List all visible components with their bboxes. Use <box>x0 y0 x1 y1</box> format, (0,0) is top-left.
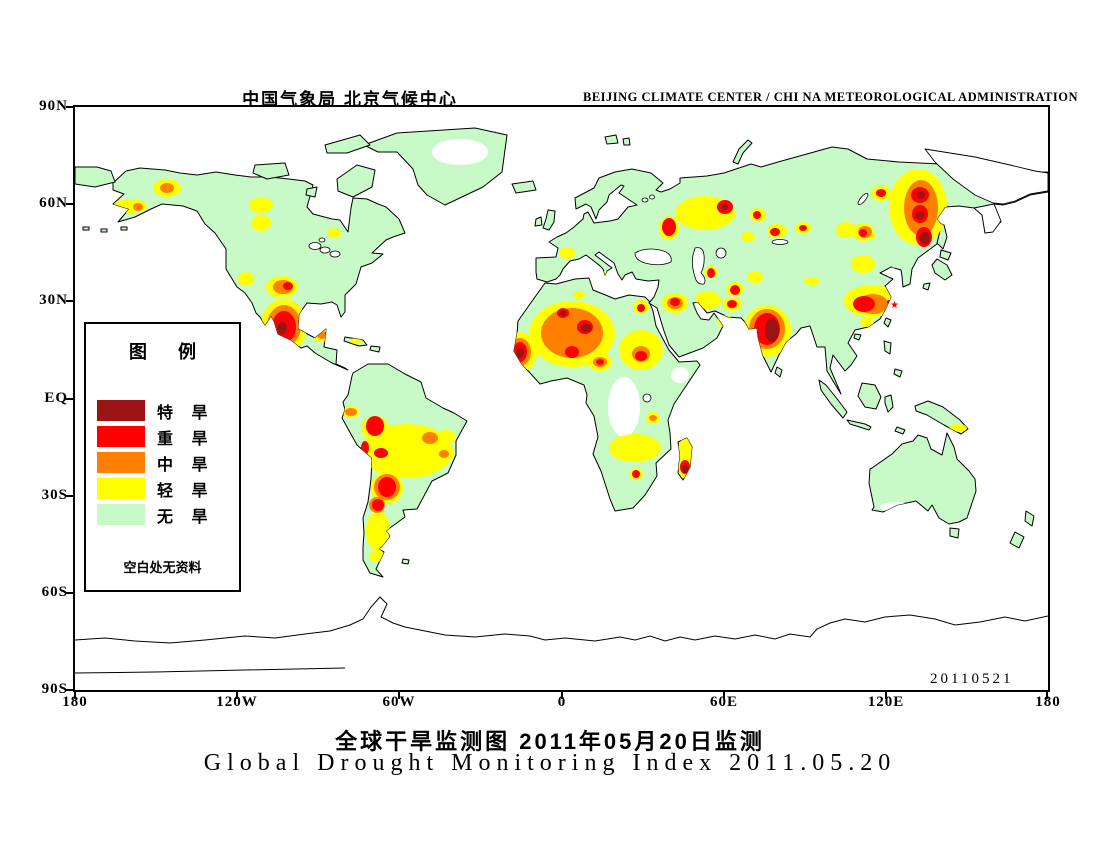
severe-drought-swatch <box>97 426 145 447</box>
lat-tick <box>66 398 75 400</box>
lat-tick <box>66 495 75 497</box>
drought-shading <box>113 139 1048 562</box>
lon-label-180e: 180 <box>1035 694 1061 710</box>
lat-tick <box>66 203 75 205</box>
header-title-chinese: 中国气象局 北京气候中心 <box>242 90 458 109</box>
no-drought-swatch <box>97 504 145 525</box>
extreme-drought-swatch <box>97 400 145 421</box>
lon-tick <box>885 690 887 699</box>
lat-label-60s: 60S <box>41 584 68 600</box>
legend-item-label: 重 旱 <box>157 430 208 448</box>
moderate-drought-swatch <box>97 452 145 473</box>
footer-title-chinese: 全球干旱监测图 2011年05月20日监测 <box>335 729 765 754</box>
no-data-ne-asia <box>924 148 1048 234</box>
lat-label-60n: 60N <box>39 195 68 211</box>
lat-label-90s: 90S <box>41 681 68 697</box>
legend-item-severe: 重 旱 <box>97 426 208 448</box>
lat-tick <box>66 592 75 594</box>
lon-tick <box>561 690 563 699</box>
lat-label-90n: 90N <box>39 98 68 114</box>
station-star-marker: ★ <box>890 300 899 311</box>
legend-box: 图 例 特 旱 重 旱 中 旱 轻 旱 无 旱 空白处无资料 <box>84 322 241 592</box>
lon-tick <box>723 690 725 699</box>
lat-label-eq: EQ <box>44 390 68 406</box>
extreme-drought-layer <box>277 191 930 473</box>
lon-tick <box>1046 690 1048 699</box>
legend-item-none: 无 旱 <box>97 504 208 526</box>
lakes-and-seas <box>308 193 869 403</box>
header-title-english: BEIJING CLIMATE CENTER / CHI NA METEOROL… <box>583 90 1079 104</box>
light-drought-swatch <box>97 478 145 499</box>
legend-item-label: 轻 旱 <box>157 482 208 500</box>
legend-item-extreme: 特 旱 <box>97 400 208 422</box>
lon-label-180w: 180 <box>62 694 88 710</box>
lon-label-0: 0 <box>557 694 567 710</box>
lat-label-30n: 30N <box>39 292 68 308</box>
legend-item-moderate: 中 旱 <box>97 452 208 474</box>
date-stamp: 20110521 <box>930 671 1014 687</box>
lat-tick <box>66 300 75 302</box>
legend-item-label: 无 旱 <box>157 508 208 526</box>
lon-tick <box>236 690 238 699</box>
legend-rows: 特 旱 重 旱 中 旱 轻 旱 无 旱 <box>97 400 207 530</box>
legend-no-data-note: 空白处无资料 <box>123 560 202 575</box>
lon-label-60e: 60E <box>709 694 738 710</box>
lon-label-120e: 120E <box>867 694 905 710</box>
legend-item-label: 特 旱 <box>157 404 208 422</box>
lon-tick <box>74 690 76 699</box>
world-map-svg: ★ <box>75 127 1048 674</box>
lon-label-120w: 120W <box>216 694 258 710</box>
antarctica-coastline <box>75 596 1048 674</box>
legend-title: 图 例 <box>128 342 196 362</box>
lat-tick <box>66 106 75 108</box>
footer-title-english: Global Drought Monitoring Index 2011.05.… <box>203 750 897 776</box>
lat-label-30s: 30S <box>41 487 68 503</box>
lon-label-60w: 60W <box>382 694 416 710</box>
world-drought-map: ★ <box>73 105 1050 692</box>
legend-item-label: 中 旱 <box>157 456 208 474</box>
lat-tick <box>66 689 75 691</box>
legend-item-light: 轻 旱 <box>97 478 208 500</box>
lon-tick <box>398 690 400 699</box>
